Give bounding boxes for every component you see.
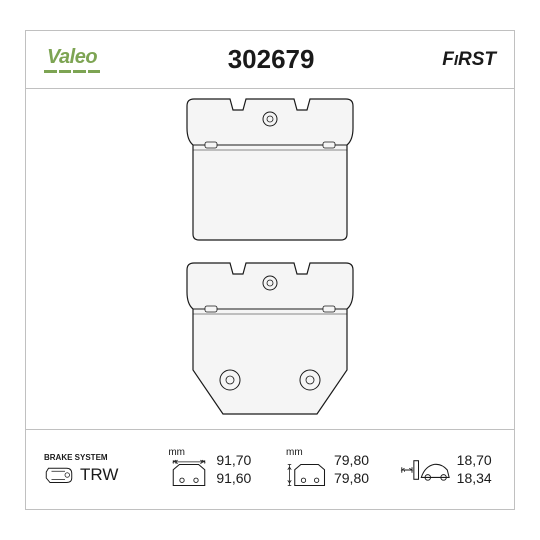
valeo-logo-text: Valeo <box>47 46 97 69</box>
footer: BRAKE SYSTEM TRW mm <box>26 429 514 509</box>
width-cell: mm 91,70 91,60 <box>151 430 269 509</box>
product-card: Valeo 302679 FIRST <box>25 30 515 510</box>
diagram-area <box>26 89 514 429</box>
height-bottom: 79,80 <box>334 470 369 488</box>
brake-pad-top <box>175 96 365 248</box>
part-number: 302679 <box>228 44 315 75</box>
thickness-top: 18,70 <box>457 452 492 470</box>
height-icon <box>286 458 328 492</box>
brake-pad-bottom <box>175 260 365 422</box>
brake-system-cell: BRAKE SYSTEM TRW <box>36 430 151 509</box>
brake-system-name: TRW <box>80 465 118 485</box>
width-unit: mm <box>168 447 185 458</box>
valeo-logo-bars <box>44 70 100 73</box>
width-icon <box>168 458 210 492</box>
thickness-cell: 18,70 18,34 <box>386 430 504 509</box>
thickness-bottom: 18,34 <box>457 470 492 488</box>
height-unit: mm <box>286 447 303 458</box>
width-top: 91,70 <box>216 452 251 470</box>
width-bottom: 91,60 <box>216 470 251 488</box>
height-top: 79,80 <box>334 452 369 470</box>
caliper-icon <box>44 464 74 486</box>
header: Valeo 302679 FIRST <box>26 31 514 89</box>
thickness-icon <box>399 453 451 487</box>
height-cell: mm 79,80 79,80 <box>269 430 387 509</box>
first-logo: FIRST <box>442 49 496 71</box>
brake-system-label: BRAKE SYSTEM <box>44 453 108 462</box>
valeo-logo: Valeo <box>44 46 100 73</box>
